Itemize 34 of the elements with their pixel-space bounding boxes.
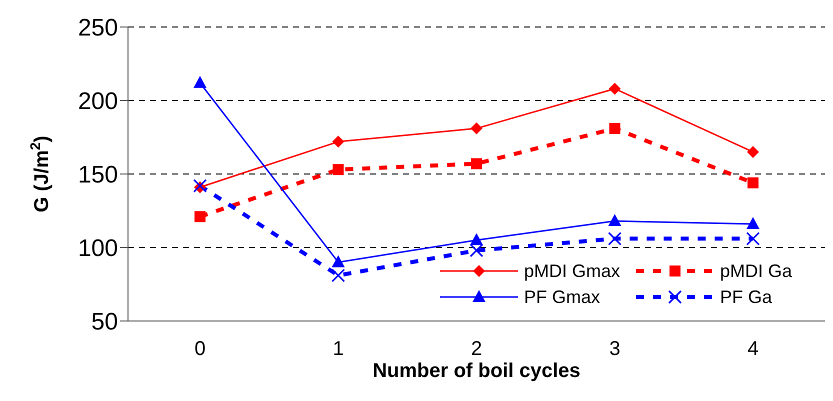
legend-label: pMDI Ga bbox=[720, 260, 792, 282]
point bbox=[608, 82, 621, 95]
y-tick-label: 100 bbox=[78, 235, 118, 262]
x-tick-label: 0 bbox=[194, 338, 206, 360]
point bbox=[332, 136, 344, 148]
x-tick-label: 3 bbox=[609, 338, 620, 360]
point bbox=[194, 76, 206, 88]
x-tick-label: 4 bbox=[747, 338, 759, 360]
point bbox=[609, 122, 620, 134]
point bbox=[193, 178, 207, 193]
y-tick-label: 50 bbox=[91, 308, 118, 336]
point bbox=[194, 211, 206, 222]
legend-label: PF Ga bbox=[720, 286, 772, 308]
point bbox=[332, 164, 344, 176]
point bbox=[331, 268, 346, 282]
x-tick-label: 2 bbox=[470, 338, 482, 360]
point bbox=[470, 122, 482, 134]
point bbox=[332, 255, 345, 268]
point bbox=[748, 177, 758, 188]
x-tick-label: 1 bbox=[332, 338, 344, 360]
point bbox=[471, 158, 482, 170]
y-tick-label: 200 bbox=[78, 88, 118, 116]
x-axis-title: Number of boil cycles bbox=[372, 360, 580, 382]
y-tick-label: 150 bbox=[78, 162, 118, 189]
point bbox=[470, 233, 483, 246]
point bbox=[608, 214, 622, 226]
point bbox=[746, 216, 760, 229]
legend-label: PF Gmax bbox=[524, 286, 600, 308]
point bbox=[746, 232, 760, 246]
y-tick-label: 250 bbox=[78, 14, 118, 42]
point bbox=[747, 146, 759, 158]
point bbox=[608, 232, 622, 246]
legend-label: pMDI Gmax bbox=[524, 260, 620, 282]
point bbox=[470, 244, 484, 258]
